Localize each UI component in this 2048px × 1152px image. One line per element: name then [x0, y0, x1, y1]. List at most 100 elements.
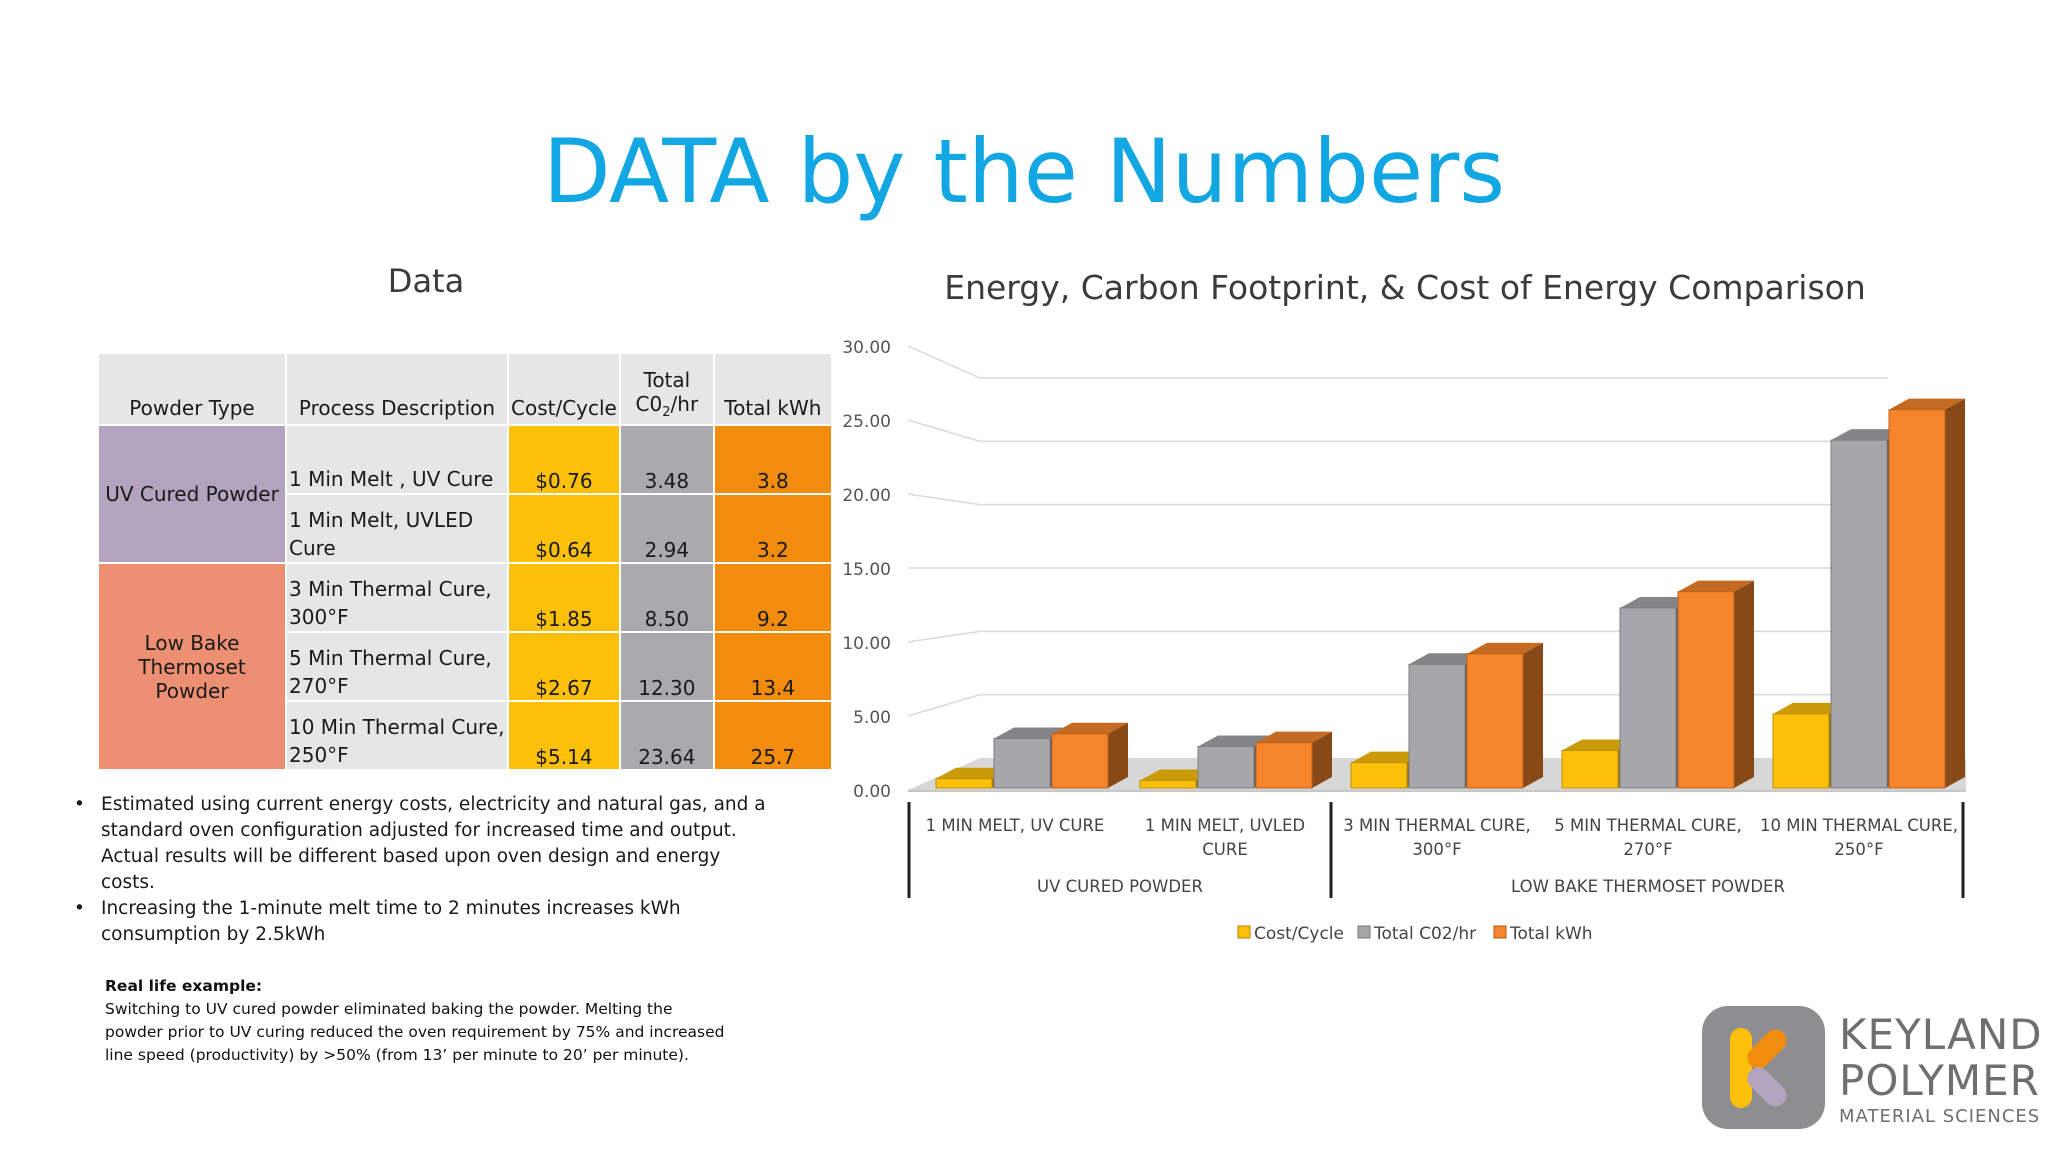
bar-side — [1312, 731, 1332, 788]
x-tick-label: 3 MIN THERMAL CURE, — [1343, 816, 1531, 835]
y-tick-label: 20.00 — [842, 486, 891, 506]
gridline — [907, 493, 1888, 506]
cost-cell: $0.64 — [507, 493, 621, 564]
bar — [1051, 733, 1109, 789]
co2-cell: 2.94 — [618, 493, 715, 564]
bar-side — [1945, 398, 1965, 788]
bar-top — [936, 767, 1012, 779]
bar — [1255, 742, 1313, 789]
header-process: Process Description — [285, 352, 509, 426]
process-cell: 5 Min Thermal Cure, 270°F — [285, 631, 509, 702]
note-item: Increasing the 1-minute melt time to 2 m… — [74, 896, 774, 948]
bar-top — [1678, 580, 1754, 592]
gridline — [907, 630, 1888, 643]
process-cell: 10 Min Thermal Cure, 250°F — [285, 700, 509, 771]
co2-cell: 12.30 — [618, 631, 715, 702]
co2-cell: 3.48 — [618, 424, 715, 495]
logo-mark-icon — [1702, 1006, 1825, 1129]
bar-top — [1620, 596, 1696, 608]
slide-title: DATA by the Numbers — [542, 120, 1506, 223]
bar-top — [1052, 722, 1128, 734]
example-title: Real life example: — [105, 977, 263, 995]
y-tick-label: 30.00 — [842, 338, 891, 358]
bar — [1139, 780, 1197, 789]
bar-top — [1140, 769, 1216, 781]
bar-top — [994, 727, 1070, 739]
bar — [1772, 713, 1830, 789]
bar — [1677, 591, 1735, 789]
legend-label: Cost/Cycle — [1254, 924, 1344, 944]
table-row: Low Bake Thermoset Powder 3 Min Thermal C… — [97, 562, 833, 771]
header-co2: Total C02/hr — [618, 352, 715, 426]
legend-label: Total C02/hr — [1373, 924, 1476, 944]
table-row: 1 Min Melt, UVLED Cure $0.64 2.94 3.2 — [98, 493, 833, 564]
bar — [1408, 663, 1466, 789]
bar-side — [1108, 722, 1128, 788]
table-header-row: Powder Type Process Description Cost/Cyc… — [97, 352, 833, 426]
co2-cell: 8.50 — [618, 562, 715, 633]
legend-swatch — [1237, 925, 1251, 939]
table-row: 10 Min Thermal Cure, 250°F $5.14 23.64 25… — [98, 700, 833, 771]
legend-label: Total kWh — [1509, 924, 1593, 944]
example-line: Switching to UV cured powder eliminated … — [105, 1000, 673, 1018]
x-tick-label: 1 MIN MELT, UV CURE — [926, 816, 1105, 835]
gridline — [907, 345, 1888, 379]
bar — [935, 778, 993, 789]
kwh-cell: 13.4 — [712, 631, 833, 702]
cost-cell: $5.14 — [507, 700, 621, 771]
legend-swatch — [1357, 925, 1371, 939]
x-tick-label: 270°F — [1623, 840, 1672, 859]
header-cost: Cost/Cycle — [507, 352, 621, 426]
header-kwh: Total kWh — [712, 352, 833, 426]
process-cell: 1 Min Melt, UVLED Cure — [285, 493, 509, 564]
kwh-cell: 3.8 — [712, 424, 833, 495]
data-heading: Data — [387, 262, 465, 300]
bar-top — [1409, 653, 1485, 665]
bar — [1350, 762, 1408, 789]
logo-line: POLYMER — [1839, 1056, 2040, 1105]
x-tick-label: 1 MIN MELT, UVLED — [1145, 816, 1305, 835]
note-item: Estimated using current energy costs, el… — [74, 792, 774, 896]
y-tick-label: 25.00 — [842, 412, 891, 432]
gridline — [907, 419, 1888, 443]
group-label: UV CURED POWDER — [1037, 877, 1203, 896]
group-label-low-bake: Low Bake Thermoset Powder — [97, 562, 287, 771]
y-tick-label: 5.00 — [853, 708, 891, 728]
table-row: UV Cured Powder 1 Min Melt , UV Cure $0.… — [97, 424, 833, 564]
cost-cell: $0.76 — [507, 424, 621, 495]
logo-line: MATERIAL SCIENCES — [1839, 1106, 2041, 1127]
legend-swatch — [1493, 925, 1507, 939]
bar-top — [1773, 702, 1849, 714]
co2-cell: 23.64 — [618, 700, 715, 771]
kwh-cell: 25.7 — [712, 700, 833, 771]
bar — [1619, 607, 1677, 789]
kwh-cell: 3.2 — [712, 493, 833, 564]
cost-cell: $2.67 — [507, 631, 621, 702]
bar-top — [1831, 429, 1907, 441]
group-label: LOW BAKE THERMOSET POWDER — [1511, 877, 1785, 896]
example-line: line speed (productivity) by >50% (from … — [105, 1046, 689, 1064]
y-tick-label: 10.00 — [842, 634, 891, 654]
bar — [1830, 439, 1888, 789]
header-powder-type: Powder Type — [97, 352, 287, 426]
notes-list: Estimated using current energy costs, el… — [74, 792, 774, 948]
bar-top — [1351, 751, 1427, 763]
chart-title: Energy, Carbon Footprint, & Cost of Ener… — [944, 268, 1866, 307]
process-cell: 1 Min Melt , UV Cure — [285, 424, 509, 495]
x-tick-label: 300°F — [1412, 840, 1461, 859]
y-tick-label: 15.00 — [842, 560, 891, 580]
table-row: 5 Min Thermal Cure, 270°F $2.67 12.30 13.… — [98, 631, 833, 702]
x-tick-label: CURE — [1202, 840, 1248, 859]
y-tick-label: 0.00 — [853, 782, 891, 802]
logo-text: KEYLAND POLYMER MATERIAL SCIENCES — [1839, 1012, 2043, 1128]
bar-top — [1467, 642, 1543, 654]
bar — [1197, 745, 1255, 789]
gridline — [907, 693, 1888, 717]
logo-line: KEYLAND — [1839, 1010, 2043, 1059]
keyland-logo: KEYLAND POLYMER MATERIAL SCIENCES — [1702, 1006, 2042, 1134]
cost-cell: $1.85 — [507, 562, 621, 633]
bar-top — [1889, 398, 1965, 410]
bar-side — [1734, 580, 1754, 788]
x-tick-label: 250°F — [1834, 840, 1883, 859]
